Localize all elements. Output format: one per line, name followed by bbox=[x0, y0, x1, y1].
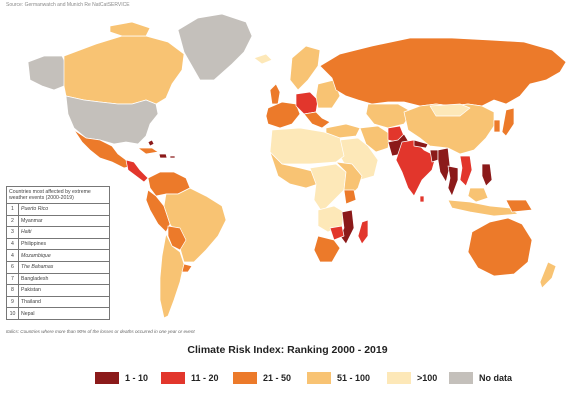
legend-label: 11 - 20 bbox=[191, 373, 219, 383]
region-korea bbox=[493, 119, 501, 133]
italics-footnote: Italics: Countries where more than 90% o… bbox=[6, 329, 195, 334]
rank-number: 4 bbox=[6, 249, 19, 262]
region-greenland bbox=[177, 13, 253, 81]
rank-number: 7 bbox=[6, 272, 19, 286]
region-south-africa bbox=[313, 235, 341, 263]
legend-swatch bbox=[233, 372, 257, 384]
legend-label: 51 - 100 bbox=[337, 373, 371, 383]
rank-number: 10 bbox=[6, 307, 19, 320]
region-peru-ecuador bbox=[145, 189, 171, 233]
region-uruguay bbox=[181, 263, 193, 273]
table-row: 6 The Bahamas bbox=[6, 260, 110, 274]
rank-number: 9 bbox=[6, 295, 19, 309]
country-name: The Bahamas bbox=[18, 260, 110, 274]
region-central-europe bbox=[295, 91, 319, 115]
table-row: 4 Philippines bbox=[6, 237, 110, 251]
region-kenya bbox=[343, 189, 357, 205]
region-scandinavia bbox=[289, 45, 321, 91]
legend-swatch bbox=[161, 372, 185, 384]
rank-number: 1 bbox=[6, 203, 19, 216]
country-name: Myanmar bbox=[18, 214, 110, 228]
region-canada-islands bbox=[109, 21, 151, 37]
country-name: Thailand bbox=[18, 295, 110, 309]
legend-label: 21 - 50 bbox=[263, 373, 292, 383]
table-row: 9 Thailand bbox=[6, 295, 110, 309]
region-russia bbox=[319, 37, 567, 107]
table-row: 10 Nepal bbox=[6, 307, 110, 320]
legend-swatch bbox=[95, 372, 119, 384]
table-row: 8 Pakistan bbox=[6, 284, 110, 297]
region-myanmar bbox=[437, 147, 451, 183]
legend-swatch bbox=[387, 372, 411, 384]
table-row: 7 Bangladesh bbox=[6, 272, 110, 286]
region-uk bbox=[269, 83, 281, 105]
legend-label: >100 bbox=[417, 373, 438, 383]
rank-number: 2 bbox=[6, 214, 19, 228]
region-puerto-rico bbox=[169, 155, 176, 159]
region-indonesia bbox=[447, 199, 519, 217]
region-vietnam bbox=[459, 155, 473, 187]
country-name: Pakistan bbox=[18, 284, 110, 297]
rank-number: 3 bbox=[6, 226, 19, 239]
ranking-table: Countries most affected by extreme weath… bbox=[6, 186, 110, 320]
legend-label: 1 - 10 bbox=[125, 373, 149, 383]
region-bolivia-paraguay bbox=[167, 225, 187, 251]
ranking-table-header: Countries most affected by extreme weath… bbox=[6, 186, 110, 204]
country-name: Mozambique bbox=[18, 249, 110, 262]
rank-number: 8 bbox=[6, 284, 19, 297]
region-italy-balkans bbox=[303, 111, 331, 129]
region-japan bbox=[501, 107, 515, 137]
legend-swatch bbox=[307, 372, 331, 384]
table-row: 3 Haiti bbox=[6, 226, 110, 239]
region-iceland bbox=[253, 53, 273, 65]
legend-label: No data bbox=[479, 373, 513, 383]
country-name: Puerto Rico bbox=[18, 203, 110, 216]
region-central-america bbox=[125, 159, 149, 183]
legend-title: Climate Risk Index: Ranking 2000 - 2019 bbox=[187, 344, 388, 356]
region-alaska bbox=[27, 55, 67, 91]
region-philippines bbox=[481, 163, 493, 187]
region-zimbabwe-malawi bbox=[329, 225, 345, 241]
region-borneo bbox=[467, 187, 489, 203]
table-row: 2 Myanmar bbox=[6, 214, 110, 228]
source-caption: Source: Germanwatch and Munich Re NatCat… bbox=[6, 2, 130, 8]
region-new-zealand bbox=[539, 261, 557, 289]
rank-number: 4 bbox=[6, 237, 19, 251]
region-india bbox=[395, 139, 437, 197]
region-sri-lanka bbox=[419, 195, 425, 203]
country-name: Nepal bbox=[18, 307, 110, 320]
country-name: Haiti bbox=[18, 226, 110, 239]
region-new-guinea bbox=[505, 199, 533, 213]
region-bahamas bbox=[147, 139, 155, 147]
region-australia bbox=[467, 217, 533, 277]
country-name: Bangladesh bbox=[18, 272, 110, 286]
rank-number: 6 bbox=[6, 260, 19, 274]
region-canada bbox=[63, 35, 185, 105]
region-madagascar bbox=[357, 219, 369, 245]
region-central-asia bbox=[365, 103, 413, 129]
table-row: 4 Mozambique bbox=[6, 249, 110, 262]
region-argentina-chile bbox=[159, 233, 185, 319]
region-france-iberia bbox=[265, 101, 301, 129]
region-mongolia bbox=[429, 103, 471, 117]
region-central-africa bbox=[309, 163, 347, 213]
legend-swatch bbox=[449, 372, 473, 384]
region-thailand bbox=[447, 165, 459, 197]
region-haiti bbox=[158, 153, 168, 159]
region-cuba bbox=[137, 147, 159, 155]
table-row: 1 Puerto Rico bbox=[6, 203, 110, 216]
region-iran bbox=[359, 125, 391, 153]
country-name: Philippines bbox=[18, 237, 110, 251]
region-nepal bbox=[413, 139, 429, 149]
